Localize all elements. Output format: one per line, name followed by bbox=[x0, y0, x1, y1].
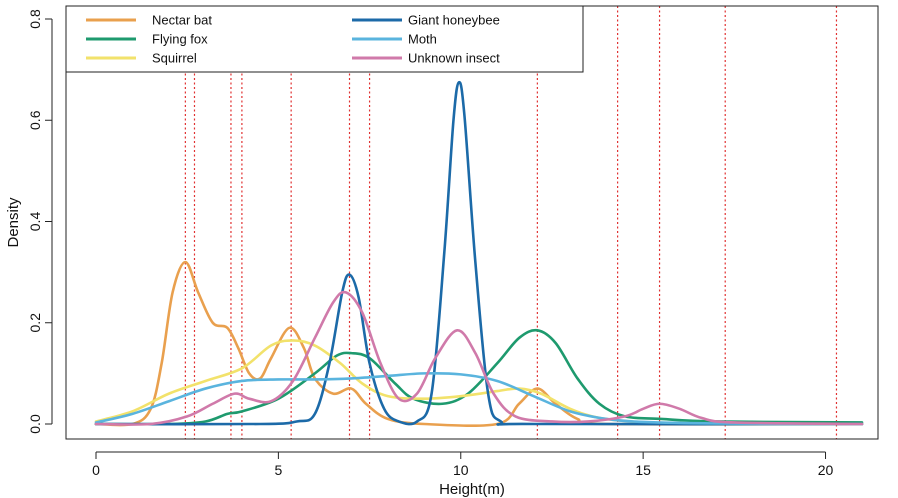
series-line-flying-fox bbox=[94, 328, 864, 426]
legend-label-moth: Moth bbox=[408, 32, 437, 47]
legend-label-unknown-insect: Unknown insect bbox=[408, 51, 500, 66]
x-axis-title: Height(m) bbox=[439, 481, 505, 498]
series-group bbox=[94, 80, 864, 427]
x-tick-label: 0 bbox=[92, 462, 100, 478]
legend-box bbox=[65, 5, 584, 73]
x-tick-label: 15 bbox=[635, 462, 651, 478]
y-tick-label: 0.0 bbox=[27, 414, 43, 434]
legend-label-nectar-bat: Nectar bat bbox=[152, 13, 212, 28]
series-line-nectar-bat bbox=[94, 260, 864, 427]
y-tick-label: 0.6 bbox=[27, 110, 43, 130]
series-line-moth bbox=[94, 371, 864, 426]
legend-label-giant-honeybee: Giant honeybee bbox=[408, 13, 500, 28]
series-line-giant-honeybee bbox=[94, 80, 864, 426]
reference-lines bbox=[184, 6, 838, 439]
legend-label-squirrel: Squirrel bbox=[152, 51, 197, 66]
y-axis-title: Density bbox=[5, 197, 22, 248]
axes: 0 5 10 15 20 0.0 0.2 0.4 0.6 0.8 bbox=[27, 5, 879, 478]
y-tick-label: 0.8 bbox=[27, 9, 43, 29]
y-tick-label: 0.2 bbox=[27, 313, 43, 333]
series-line-unknown-insect bbox=[94, 290, 864, 426]
x-tick-label: 5 bbox=[274, 462, 282, 478]
legend: Nectar bat Flying fox Squirrel Giant honeyb… bbox=[65, 5, 584, 73]
legend-label-flying-fox: Flying fox bbox=[152, 32, 208, 47]
x-tick-label: 10 bbox=[453, 462, 469, 478]
y-tick-label: 0.4 bbox=[27, 212, 43, 232]
x-tick-label: 20 bbox=[818, 462, 834, 478]
